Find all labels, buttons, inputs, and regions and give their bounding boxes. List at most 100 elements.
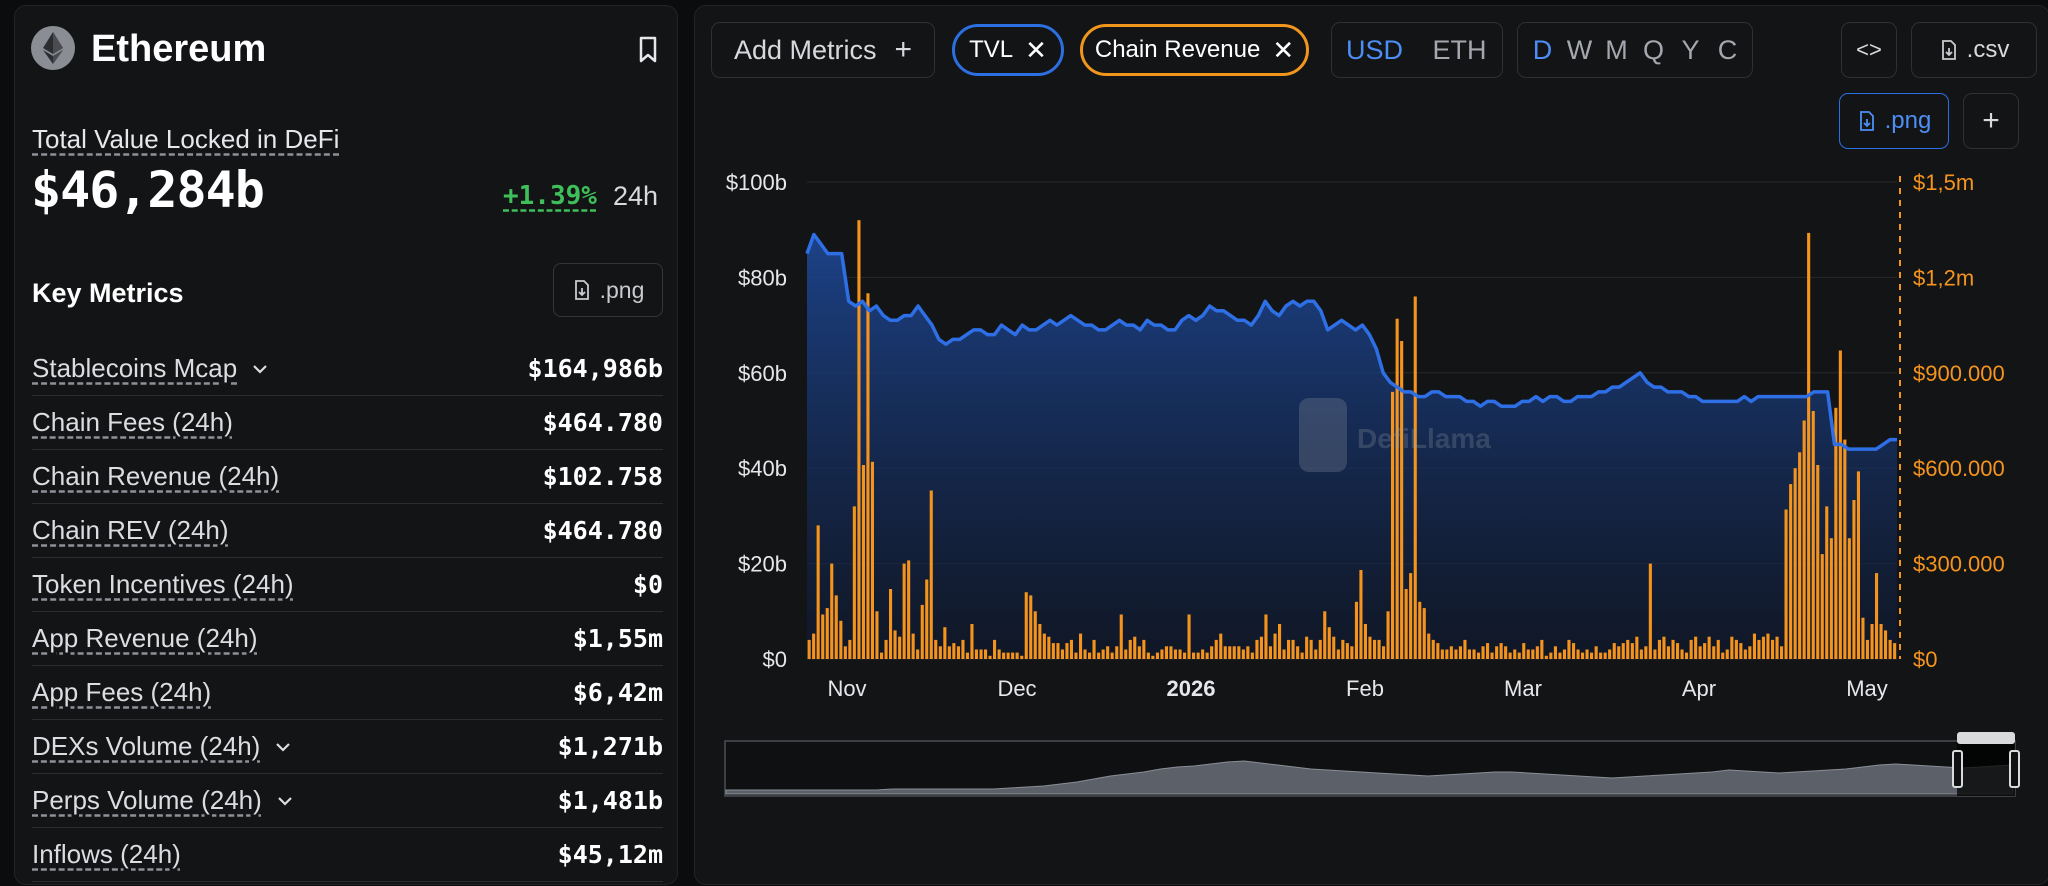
revenue-bar bbox=[1662, 636, 1666, 659]
metric-row[interactable]: Inflows (24h) $45,12m bbox=[32, 828, 663, 882]
bookmark-icon[interactable] bbox=[633, 34, 663, 64]
revenue-bar bbox=[1612, 643, 1616, 659]
revenue-bar bbox=[1173, 649, 1177, 659]
revenue-bar bbox=[1368, 636, 1372, 659]
period-w[interactable]: W bbox=[1566, 34, 1593, 65]
revenue-bar bbox=[1757, 639, 1761, 659]
revenue-bar bbox=[1278, 624, 1282, 659]
chain-revenue-metric-pill[interactable]: Chain Revenue ✕ bbox=[1080, 24, 1309, 76]
revenue-bar bbox=[1332, 636, 1336, 659]
metric-value: $6,42m bbox=[572, 678, 663, 707]
revenue-bar bbox=[848, 639, 852, 659]
tvl-revenue-chart[interactable]: DefiLlama $0 $20b $40b $60b $80b $100b $0 $300… bbox=[695, 6, 2048, 886]
revenue-bar bbox=[1780, 646, 1784, 659]
add-chart-button[interactable]: + bbox=[1963, 93, 2019, 149]
metric-label: Chain Fees (24h) bbox=[32, 407, 233, 437]
metric-row[interactable]: DEXs Volume (24h) $1,271b bbox=[32, 720, 663, 774]
revenue-bar bbox=[1572, 643, 1576, 659]
navigator-scroll-grip[interactable] bbox=[1957, 732, 2015, 744]
chevron-down-icon[interactable] bbox=[251, 360, 269, 378]
period-y[interactable]: Y bbox=[1681, 34, 1700, 65]
revenue-bar bbox=[1766, 633, 1770, 659]
pill-label: Chain Revenue bbox=[1094, 36, 1261, 63]
revenue-bar bbox=[1540, 639, 1544, 659]
revenue-bar bbox=[1486, 643, 1490, 659]
period-d[interactable]: D bbox=[1532, 34, 1553, 65]
left-axis-ticks: $0 $20b $40b $60b $80b $100b bbox=[726, 170, 787, 672]
revenue-bar bbox=[1458, 646, 1462, 659]
png-label: .png bbox=[1884, 107, 1932, 134]
key-metrics-png-button[interactable]: .png bbox=[553, 263, 663, 317]
navigator-left-handle[interactable] bbox=[1952, 750, 1963, 788]
range-navigator[interactable] bbox=[724, 732, 2020, 797]
tvl-period: 24h bbox=[613, 181, 659, 211]
close-icon[interactable]: ✕ bbox=[1025, 34, 1047, 65]
currency-usd[interactable]: USD bbox=[1345, 34, 1403, 65]
revenue-bar bbox=[1183, 652, 1187, 659]
revenue-bar bbox=[1287, 639, 1291, 659]
metric-row[interactable]: App Revenue (24h) $1,55m bbox=[32, 612, 663, 666]
revenue-bar bbox=[1834, 407, 1838, 659]
period-c[interactable]: C bbox=[1717, 34, 1738, 65]
revenue-bar bbox=[1490, 652, 1494, 659]
metric-value: $102.758 bbox=[542, 462, 663, 491]
revenue-bar bbox=[1793, 468, 1797, 659]
metric-row[interactable]: Chain REV (24h) $464.780 bbox=[32, 504, 663, 558]
metric-row[interactable]: Perps Volume (24h) $1,481b bbox=[32, 774, 663, 828]
revenue-bar bbox=[807, 639, 811, 659]
metric-row[interactable]: App Fees (24h) $6,42m bbox=[32, 666, 663, 720]
x-tick-label: 2026 bbox=[1167, 676, 1216, 701]
metric-row[interactable]: Chain Revenue (24h) $102.758 bbox=[32, 450, 663, 504]
revenue-bar bbox=[1798, 452, 1802, 659]
navigator-right-handle[interactable] bbox=[2009, 750, 2020, 788]
period-q[interactable]: Q bbox=[1642, 34, 1664, 65]
metric-label: Chain Revenue (24h) bbox=[32, 461, 280, 491]
tvl-change: +1.39% bbox=[503, 181, 597, 211]
revenue-bar bbox=[1712, 646, 1716, 659]
revenue-bar bbox=[861, 465, 865, 659]
revenue-bar bbox=[1875, 573, 1879, 659]
y-right-tick-label: $300.000 bbox=[1913, 552, 2005, 577]
revenue-bar bbox=[907, 560, 911, 659]
metric-row[interactable]: Token Incentives (24h) $0 bbox=[32, 558, 663, 612]
revenue-bar bbox=[1409, 573, 1413, 659]
revenue-bar bbox=[920, 604, 924, 659]
y-left-tick-label: $0 bbox=[763, 647, 787, 672]
revenue-bar bbox=[1608, 649, 1612, 659]
revenue-bar bbox=[1223, 646, 1227, 659]
tvl-metric-pill[interactable]: TVL ✕ bbox=[952, 24, 1064, 76]
currency-eth[interactable]: ETH bbox=[1432, 34, 1487, 65]
revenue-bar bbox=[1413, 296, 1417, 659]
tvl-area bbox=[807, 234, 1897, 659]
revenue-bar bbox=[1079, 633, 1083, 659]
revenue-bar bbox=[1544, 655, 1548, 659]
metric-label: Chain REV (24h) bbox=[32, 515, 229, 545]
chevron-down-icon[interactable] bbox=[276, 792, 294, 810]
tvl-value: $46,284b bbox=[31, 161, 265, 219]
revenue-bar bbox=[1382, 646, 1386, 659]
x-tick-label: Feb bbox=[1346, 676, 1384, 701]
revenue-bar bbox=[821, 614, 825, 659]
embed-button[interactable]: <> bbox=[1841, 22, 1897, 78]
revenue-bar bbox=[1069, 639, 1073, 659]
add-metrics-button[interactable]: Add Metrics + bbox=[711, 22, 935, 78]
tvl-label[interactable]: Total Value Locked in DeFi bbox=[32, 124, 340, 154]
period-m[interactable]: M bbox=[1605, 34, 1628, 65]
revenue-bar bbox=[1522, 643, 1526, 659]
csv-download-button[interactable]: .csv bbox=[1911, 22, 2037, 78]
png-download-button[interactable]: .png bbox=[1839, 93, 1949, 149]
chevron-down-icon[interactable] bbox=[274, 738, 292, 756]
metric-row[interactable]: Chain Fees (24h) $464.780 bbox=[32, 396, 663, 450]
revenue-bar bbox=[1807, 232, 1811, 659]
right-axis-ticks: $0 $300.000 $600.000 $900.000 $1,2m $1,5m bbox=[1913, 170, 2005, 672]
revenue-bar bbox=[1296, 646, 1300, 659]
close-icon[interactable]: ✕ bbox=[1272, 34, 1295, 65]
revenue-bar bbox=[1784, 509, 1788, 659]
revenue-bar bbox=[1246, 646, 1250, 659]
revenue-bar bbox=[1477, 652, 1481, 659]
metric-value: $45,12m bbox=[557, 840, 663, 869]
revenue-bar bbox=[1431, 639, 1435, 659]
y-left-tick-label: $100b bbox=[726, 170, 787, 195]
metric-row[interactable]: Stablecoins Mcap $164,986b bbox=[32, 342, 663, 396]
revenue-bar bbox=[1427, 633, 1431, 659]
